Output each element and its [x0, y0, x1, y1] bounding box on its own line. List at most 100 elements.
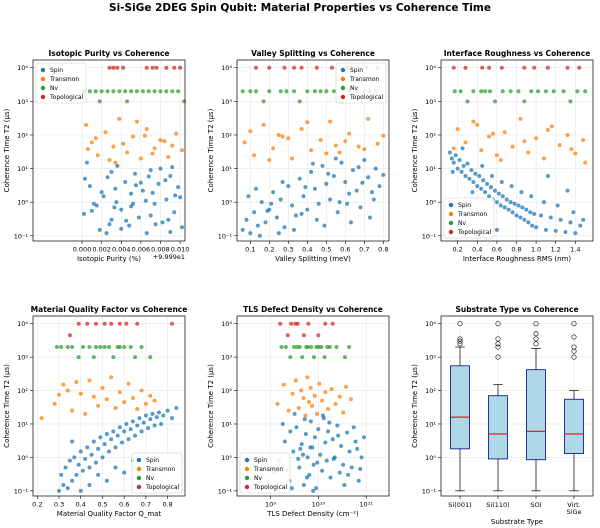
y-tick-label: 10¹ — [425, 420, 436, 428]
point — [349, 465, 354, 470]
point — [347, 345, 352, 350]
point — [168, 229, 173, 234]
x-tick-label: 1.0 — [531, 246, 541, 254]
point — [168, 174, 173, 179]
point — [318, 138, 323, 143]
x-tick-label: 0.000 — [73, 246, 92, 254]
point — [282, 439, 287, 444]
point — [87, 378, 92, 383]
legend-marker-spin — [340, 67, 346, 73]
point — [91, 355, 96, 360]
point — [78, 488, 83, 493]
point — [254, 89, 258, 94]
legend-label-topological: Topological — [457, 229, 492, 236]
point — [303, 432, 308, 437]
point — [271, 146, 276, 151]
x-tick-label: 0.010 — [171, 246, 190, 254]
legend-marker-transmon — [244, 466, 250, 472]
y-tick-label: 10³ — [17, 98, 28, 106]
point — [371, 197, 376, 202]
legend-marker-topological — [40, 94, 46, 100]
point — [54, 345, 59, 350]
x-axis-label: TLS Defect Density (cm⁻²) — [266, 510, 359, 518]
point — [240, 227, 245, 232]
point — [117, 425, 122, 430]
point — [111, 89, 116, 94]
point — [295, 321, 300, 326]
point — [565, 65, 570, 70]
y-tick-label: 10⁻¹ — [422, 232, 437, 240]
point — [536, 89, 541, 94]
point — [314, 486, 319, 491]
point — [52, 401, 57, 406]
point — [178, 65, 183, 70]
legend-box — [239, 452, 291, 494]
point — [333, 143, 338, 148]
point — [130, 395, 135, 400]
point — [257, 233, 262, 238]
point — [529, 89, 534, 94]
point — [104, 478, 109, 483]
point — [299, 65, 304, 70]
point — [248, 89, 253, 94]
series-transmon — [83, 116, 185, 165]
point — [93, 345, 98, 350]
point — [166, 155, 171, 160]
point — [101, 194, 106, 199]
y-tick-label: 10⁻¹ — [14, 232, 29, 240]
point — [471, 119, 476, 124]
point — [113, 186, 118, 191]
y-tick-label: 10¹ — [221, 165, 232, 173]
point — [293, 378, 298, 383]
point — [463, 174, 468, 179]
point — [341, 410, 346, 415]
legend-label-spin: Spin — [254, 457, 267, 464]
point — [451, 146, 456, 151]
point — [457, 157, 462, 162]
point — [366, 116, 371, 121]
point — [489, 185, 494, 190]
point — [109, 437, 114, 442]
point — [164, 89, 169, 94]
point — [311, 355, 316, 360]
point — [126, 381, 131, 386]
point — [267, 157, 272, 162]
point — [496, 191, 501, 196]
legend-box — [443, 197, 495, 239]
point — [129, 89, 134, 94]
plot-frame — [236, 315, 390, 497]
point — [518, 215, 523, 220]
box-body — [564, 398, 584, 454]
point — [294, 425, 299, 430]
point — [483, 89, 488, 94]
point — [74, 380, 79, 385]
point — [278, 197, 283, 202]
x-axis-label: Interface Roughness RMS (nm) — [463, 255, 572, 263]
point — [292, 227, 296, 232]
plot-frame — [440, 59, 594, 242]
y-tick-label: 10⁰ — [425, 199, 436, 207]
y-tick-label: 10² — [17, 131, 28, 139]
point — [347, 131, 352, 136]
y-axis-label: Coherence Time T2 (μs) — [3, 364, 11, 448]
point — [479, 89, 484, 94]
series-nv — [81, 89, 187, 104]
point — [278, 89, 283, 94]
point — [143, 413, 148, 418]
point — [312, 186, 317, 191]
y-tick-label: 10² — [17, 387, 28, 395]
point — [498, 157, 503, 162]
point — [329, 387, 334, 392]
point — [80, 345, 85, 350]
legend-label-nv: Nv — [146, 475, 154, 482]
point — [113, 445, 118, 450]
point — [499, 65, 504, 70]
x-tick-label: Si(110) — [486, 501, 509, 509]
point — [154, 415, 159, 420]
point — [498, 203, 503, 208]
point — [381, 172, 386, 177]
point — [353, 439, 358, 444]
point — [509, 184, 514, 189]
point — [261, 122, 266, 127]
x-tick-label: 0.2 — [32, 501, 42, 509]
